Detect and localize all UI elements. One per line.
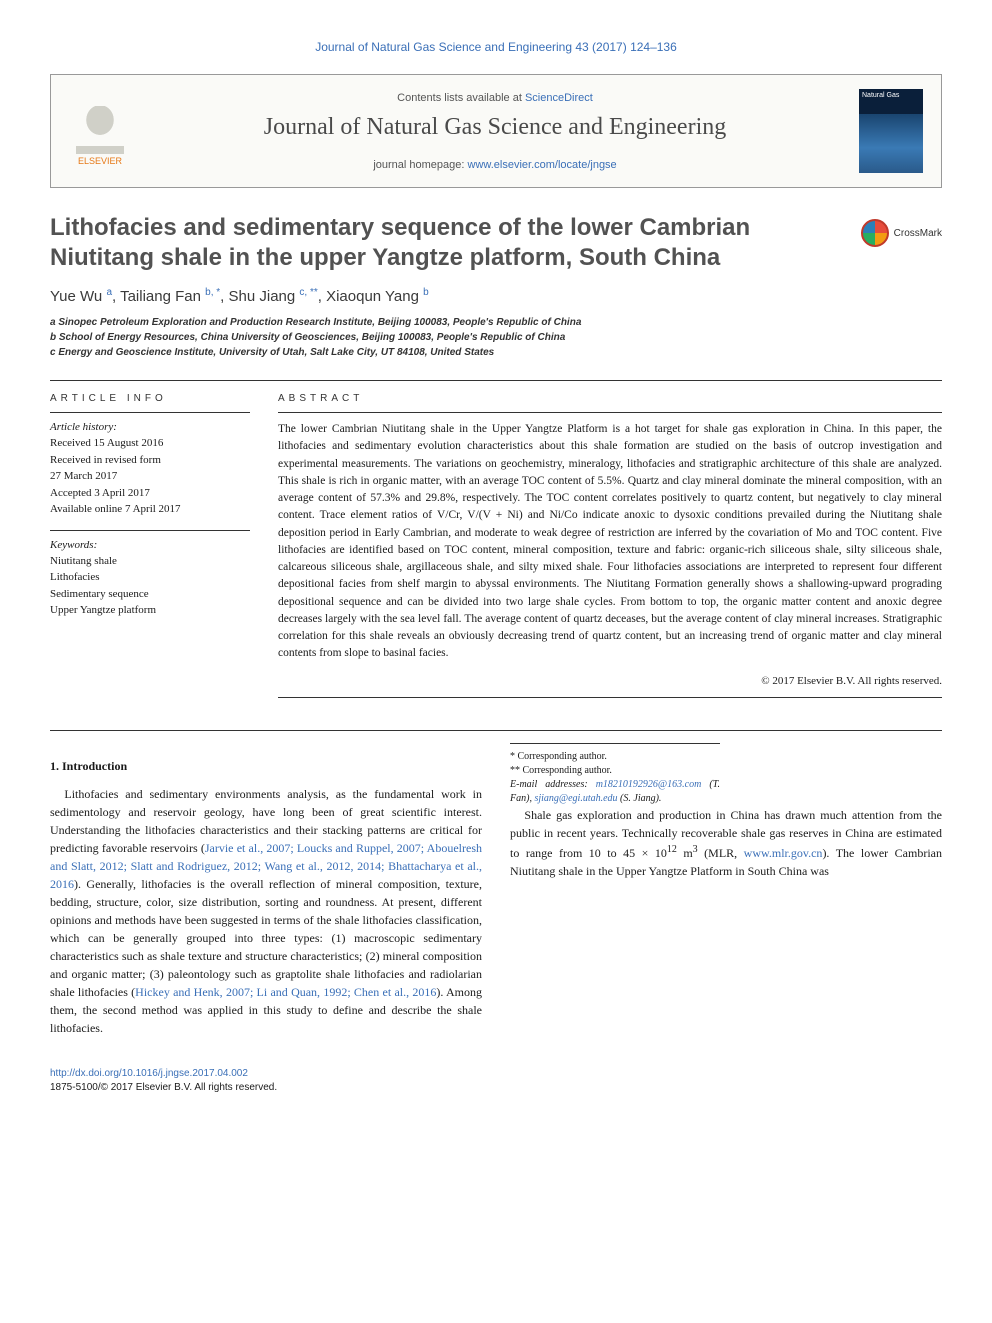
author: Yue Wu [50,288,102,305]
journal-homepage-line: journal homepage: www.elsevier.com/locat… [131,159,859,171]
keywords-text: Niutitang shale Lithofacies Sedimentary … [50,553,250,619]
affiliation: b School of Energy Resources, China Univ… [50,330,942,345]
corresponding-footnote: ** Corresponding author. [510,764,720,778]
divider [278,697,942,698]
section-heading: 1. Introduction [50,757,482,775]
info-abstract-row: ARTICLE INFO Article history: Received 1… [50,393,942,706]
body-text: ). Generally, lithofacies is the overall… [50,877,482,999]
elsevier-tree-icon [76,106,124,154]
history-label: Article history: [50,421,250,433]
cover-thumb-title: Natural Gas [862,92,920,100]
citation-line: Journal of Natural Gas Science and Engin… [50,40,942,54]
author-sup: b, * [205,287,220,298]
citation-link[interactable]: Hickey and Henk, 2007; Li and Quan, 1992… [135,985,436,999]
email-footnote: E-mail addresses: m18210192926@163.com (… [510,778,720,806]
crossmark-label: CrossMark [894,228,942,239]
emails-label: E-mail addresses: [510,779,596,790]
body-text: m [677,846,693,860]
keywords-label: Keywords: [50,539,250,551]
divider [50,412,250,413]
abstract-col: ABSTRACT The lower Cambrian Niutitang sh… [278,393,942,706]
contents-available-line: Contents lists available at ScienceDirec… [131,92,859,104]
doi-link[interactable]: http://dx.doi.org/10.1016/j.jngse.2017.0… [50,1068,248,1079]
history-text: Received 15 August 2016 Received in revi… [50,435,250,518]
issn-copyright: 1875-5100/© 2017 Elsevier B.V. All right… [50,1082,277,1093]
body-columns: 1. Introduction Lithofacies and sediment… [50,743,942,1037]
authors-line: Yue Wu a, Tailiang Fan b, *, Shu Jiang c… [50,287,942,305]
journal-name: Journal of Natural Gas Science and Engin… [131,114,859,141]
article-title: Lithofacies and sedimentary sequence of … [50,213,840,273]
affiliations: a Sinopec Petroleum Exploration and Prod… [50,315,942,360]
divider [50,530,250,531]
superscript: 12 [667,844,677,855]
article-info-label: ARTICLE INFO [50,393,250,404]
author: Xiaoqun Yang [326,288,419,305]
body-paragraph: Shale gas exploration and production in … [510,806,942,880]
author: Shu Jiang [229,288,296,305]
crossmark-icon [861,219,889,247]
body-text: (MLR, [698,846,744,860]
abstract-label: ABSTRACT [278,393,942,404]
journal-header-box: ELSEVIER Contents lists available at Sci… [50,74,942,188]
author-sup: a [106,287,112,298]
abstract-text: The lower Cambrian Niutitang shale in th… [278,421,942,663]
footnotes: * Corresponding author. ** Corresponding… [510,743,720,806]
journal-cover-thumb: Natural Gas [859,89,923,173]
article-info-col: ARTICLE INFO Article history: Received 1… [50,393,250,706]
elsevier-logo-text: ELSEVIER [78,156,122,166]
corresponding-footnote: * Corresponding author. [510,750,720,764]
author-sup: c, ** [299,287,317,298]
sciencedirect-link[interactable]: ScienceDirect [525,92,593,104]
email-link[interactable]: sjiang@egi.utah.edu [534,793,617,804]
journal-homepage-pre: journal homepage: [373,159,467,171]
divider [50,380,942,381]
crossmark-badge[interactable]: CrossMark [861,219,942,247]
external-link[interactable]: www.mlr.gov.cn [744,846,823,860]
affiliation: c Energy and Geoscience Institute, Unive… [50,345,942,360]
author: Tailiang Fan [120,288,201,305]
email-link[interactable]: m18210192926@163.com [596,779,702,790]
author-sup: b [423,287,429,298]
abstract-copyright: © 2017 Elsevier B.V. All rights reserved… [278,675,942,687]
email-who: (S. Jiang). [618,793,662,804]
body-paragraph: Lithofacies and sedimentary environments… [50,785,482,1037]
elsevier-logo: ELSEVIER [69,96,131,166]
contents-available-pre: Contents lists available at [397,92,525,104]
footer-bar: http://dx.doi.org/10.1016/j.jngse.2017.0… [50,1067,942,1095]
journal-header-center: Contents lists available at ScienceDirec… [131,92,859,171]
affiliation: a Sinopec Petroleum Exploration and Prod… [50,315,942,330]
journal-homepage-link[interactable]: www.elsevier.com/locate/jngse [468,159,617,171]
divider [278,412,942,413]
divider [50,730,942,731]
